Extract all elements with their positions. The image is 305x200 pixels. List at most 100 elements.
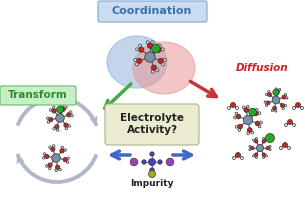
Circle shape — [52, 106, 55, 109]
Circle shape — [147, 43, 153, 48]
Circle shape — [166, 158, 174, 166]
Circle shape — [64, 123, 68, 127]
Text: Impurity: Impurity — [130, 178, 174, 188]
Circle shape — [246, 105, 249, 108]
Circle shape — [53, 127, 55, 130]
Circle shape — [243, 115, 253, 125]
Circle shape — [253, 139, 255, 141]
Circle shape — [249, 108, 257, 116]
Circle shape — [260, 121, 263, 124]
Circle shape — [296, 102, 300, 108]
Circle shape — [138, 47, 144, 52]
Text: Electrolyte
Activity?: Electrolyte Activity? — [120, 113, 184, 135]
Circle shape — [285, 94, 287, 96]
Circle shape — [250, 146, 254, 150]
Circle shape — [235, 106, 239, 110]
Circle shape — [258, 112, 261, 115]
Circle shape — [266, 101, 270, 105]
Circle shape — [300, 106, 303, 110]
Circle shape — [265, 139, 267, 141]
Circle shape — [238, 129, 241, 131]
Circle shape — [275, 88, 277, 90]
Circle shape — [61, 146, 63, 149]
Circle shape — [46, 117, 49, 119]
Circle shape — [66, 161, 69, 163]
Circle shape — [61, 105, 63, 107]
Circle shape — [235, 125, 238, 128]
Circle shape — [255, 109, 258, 111]
Circle shape — [255, 121, 260, 126]
Circle shape — [232, 156, 235, 160]
Circle shape — [254, 139, 258, 143]
Circle shape — [45, 154, 49, 159]
Circle shape — [264, 101, 266, 103]
Circle shape — [47, 121, 50, 123]
Circle shape — [234, 116, 236, 119]
Circle shape — [286, 97, 288, 99]
Circle shape — [43, 153, 46, 155]
Circle shape — [282, 95, 286, 99]
Circle shape — [247, 132, 249, 135]
Circle shape — [266, 146, 270, 150]
Circle shape — [56, 165, 60, 169]
Circle shape — [66, 113, 71, 117]
Circle shape — [139, 44, 142, 47]
Circle shape — [265, 104, 267, 106]
Circle shape — [68, 125, 70, 127]
Circle shape — [268, 91, 270, 93]
FancyBboxPatch shape — [98, 1, 207, 22]
Text: Diffusion: Diffusion — [236, 63, 288, 73]
Circle shape — [271, 109, 274, 112]
Circle shape — [262, 153, 266, 157]
Circle shape — [241, 156, 243, 160]
Circle shape — [231, 102, 235, 108]
Circle shape — [269, 145, 271, 147]
FancyBboxPatch shape — [105, 104, 199, 145]
Circle shape — [158, 160, 162, 164]
Circle shape — [253, 111, 258, 116]
Circle shape — [49, 146, 51, 149]
Circle shape — [135, 63, 138, 66]
Circle shape — [65, 127, 67, 130]
Circle shape — [146, 41, 149, 44]
Circle shape — [278, 88, 281, 91]
Circle shape — [150, 152, 154, 156]
Text: Transform: Transform — [8, 90, 68, 100]
Circle shape — [262, 139, 266, 143]
Circle shape — [156, 47, 161, 52]
Circle shape — [253, 155, 255, 157]
Circle shape — [136, 48, 139, 51]
FancyBboxPatch shape — [0, 86, 76, 105]
Ellipse shape — [133, 42, 195, 94]
Circle shape — [56, 129, 59, 131]
Circle shape — [56, 114, 64, 122]
Circle shape — [52, 154, 60, 162]
Circle shape — [149, 158, 156, 166]
Circle shape — [292, 123, 296, 127]
Circle shape — [263, 156, 265, 159]
Circle shape — [52, 145, 55, 147]
Circle shape — [236, 114, 241, 119]
Circle shape — [51, 147, 55, 151]
Circle shape — [235, 112, 238, 115]
Circle shape — [150, 168, 154, 172]
Circle shape — [242, 106, 245, 109]
Circle shape — [275, 90, 279, 94]
Circle shape — [130, 158, 138, 166]
Circle shape — [258, 125, 261, 128]
Circle shape — [59, 168, 61, 171]
Circle shape — [255, 156, 257, 159]
Circle shape — [273, 106, 277, 110]
Circle shape — [282, 142, 288, 148]
Circle shape — [162, 63, 164, 66]
Circle shape — [257, 144, 264, 152]
Circle shape — [247, 128, 252, 132]
Circle shape — [273, 89, 279, 96]
Circle shape — [251, 131, 254, 134]
Circle shape — [284, 105, 287, 107]
Circle shape — [244, 108, 249, 112]
Circle shape — [265, 93, 268, 95]
Circle shape — [235, 152, 241, 158]
Circle shape — [52, 109, 56, 113]
Circle shape — [249, 145, 251, 147]
